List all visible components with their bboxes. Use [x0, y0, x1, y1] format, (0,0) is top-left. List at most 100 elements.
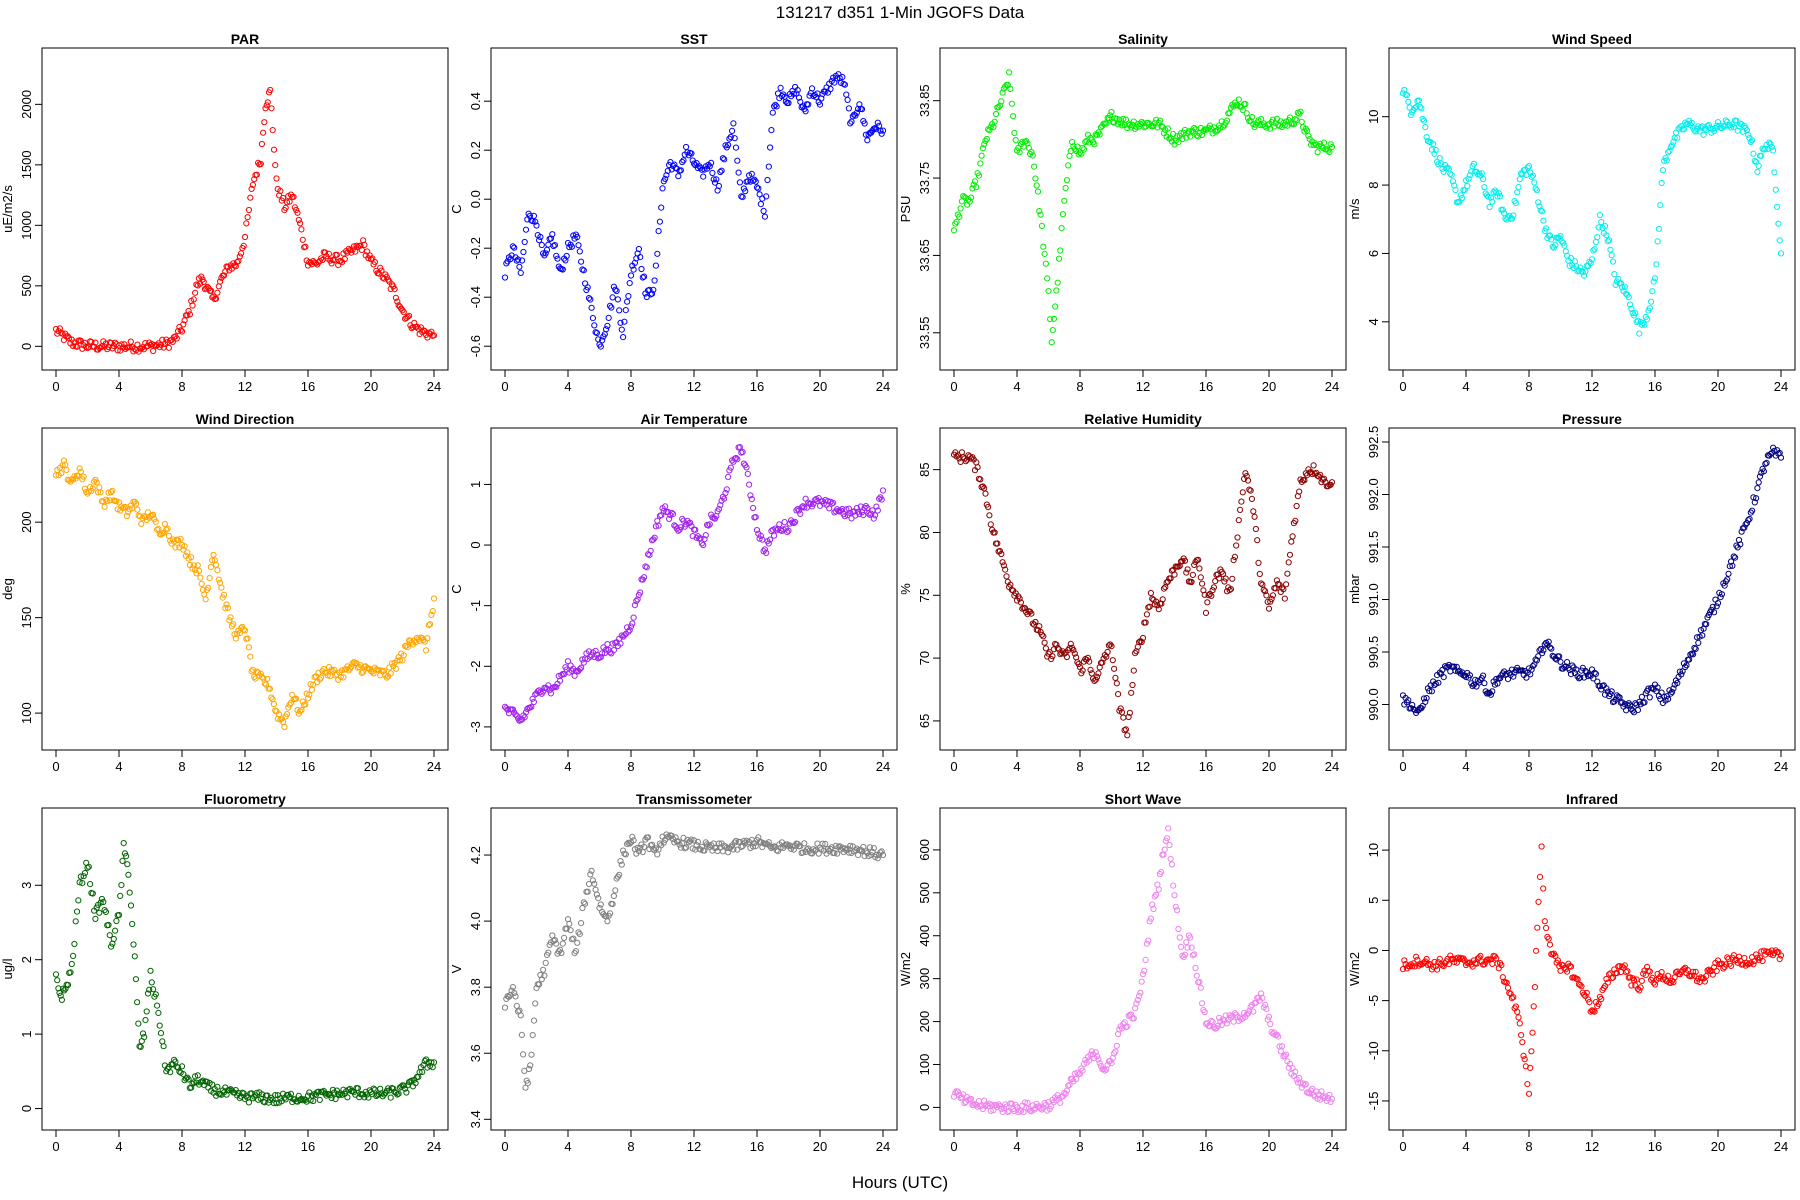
panel-air-temperature-point [878, 496, 885, 503]
panel-fluorometry-point [182, 1075, 189, 1082]
panel-wind-speed-point [1628, 305, 1635, 312]
panel-wind-direction-point [164, 525, 171, 532]
panel-transmissometer-point [617, 858, 624, 865]
panel-sst-point [690, 160, 698, 167]
panel-sst-point [599, 337, 606, 344]
panel-pressure-point [1751, 499, 1758, 506]
panel-infrared-point [1434, 966, 1441, 973]
panel-relative-humidity-point [1113, 680, 1120, 687]
panel-pressure-point [1745, 517, 1752, 524]
panel-fluorometry-point [96, 909, 103, 916]
panel-sst-point [620, 334, 627, 341]
panel-wind-speed-point [1535, 199, 1542, 206]
panel-salinity-point [1293, 117, 1300, 124]
panel-infrared-point [1477, 952, 1484, 960]
panel-wind-direction-frame [41, 427, 449, 751]
panel-pressure-point [1528, 666, 1535, 673]
panel-par-point [290, 193, 297, 200]
panel-sst-point [785, 99, 792, 107]
panel-relative-humidity-point [1129, 681, 1136, 689]
panel-wind-direction-point [163, 526, 170, 533]
panel-par-point [295, 216, 302, 224]
panel-salinity-point [1048, 339, 1055, 346]
panel-infrared-point [1586, 999, 1593, 1006]
panel-relative-humidity-point [1237, 506, 1244, 513]
panel-sst-point [587, 296, 594, 303]
panel-par-point [353, 242, 360, 249]
panel-salinity-points [950, 69, 1336, 346]
panel-sst-x-tick-label: 8 [627, 379, 634, 394]
panel-pressure-point [1603, 685, 1610, 692]
panel-wind-direction-point [198, 580, 205, 588]
panel-pressure-point [1777, 454, 1785, 461]
panel-salinity-point [1063, 177, 1071, 184]
panel-sst-point [721, 156, 728, 163]
panel-salinity-point [1076, 149, 1084, 156]
panel-par-x-tick-label: 4 [115, 379, 122, 394]
panel-wind-speed-point [1632, 310, 1639, 317]
panel-wind-direction-point [58, 470, 65, 477]
panel-sst-point [580, 267, 587, 274]
panel-air-temperature-point [683, 521, 690, 528]
panel-wind-speed-point [1646, 305, 1653, 312]
panel-par-point [243, 220, 250, 227]
panel-relative-humidity-point [994, 540, 1001, 547]
panel-transmissometer-point [563, 925, 570, 932]
panel-wind-speed-point [1621, 283, 1628, 290]
panel-short-wave-point [1139, 971, 1147, 978]
panel-short-wave-point [1095, 1056, 1102, 1063]
panel-salinity-point [1175, 139, 1182, 146]
panel-fluorometry-point [112, 927, 119, 934]
panel-relative-humidity-point [1317, 471, 1324, 478]
panel-short-wave-point [961, 1099, 968, 1107]
panel-fluorometry-point [188, 1084, 195, 1091]
panel-fluorometry-point [126, 889, 133, 896]
panel-par-point [58, 329, 65, 336]
panel-sst-point [585, 295, 593, 302]
panel-short-wave-point [1281, 1052, 1288, 1060]
panel-relative-humidity-point [1221, 578, 1228, 585]
panel-relative-humidity-point [1234, 534, 1241, 541]
panel-short-wave-y-tick-label: 200 [917, 1011, 932, 1033]
panel-relative-humidity-point [1146, 603, 1153, 610]
panel-wind-direction-point [224, 604, 231, 611]
panel-pressure-point [1592, 670, 1600, 678]
panel-sst-point [709, 169, 716, 177]
panel-relative-humidity-point [1003, 573, 1010, 580]
panel-short-wave-point [1193, 972, 1200, 979]
panel-wind-direction-point [307, 681, 314, 688]
panel-fluorometry-x-tick-label: 8 [178, 1139, 185, 1154]
panel-sst-point [538, 241, 545, 249]
panel-air-temperature-point [629, 620, 636, 627]
panel-air-temperature-point [702, 532, 709, 539]
panel-pressure-point [1665, 696, 1672, 703]
panel-sst-point [516, 263, 523, 270]
panel-transmissometer-point [660, 839, 667, 846]
panel-relative-humidity-point [1095, 670, 1102, 677]
panel-wind-speed-point [1536, 203, 1543, 210]
panel-relative-humidity-point [1184, 566, 1191, 573]
panel-short-wave-x-tick-label: 16 [1199, 1139, 1213, 1154]
panel-wind-direction-point [197, 574, 204, 581]
panel-sst-point [617, 319, 624, 326]
panel-wind-direction-x-tick-label: 12 [238, 759, 252, 774]
panel-infrared-title: Infrared [1566, 791, 1618, 807]
panel-par-point [92, 339, 99, 346]
panel-short-wave-title: Short Wave [1105, 791, 1182, 807]
panel-wind-speed-point [1733, 117, 1740, 124]
panel-infrared-y-tick-label: 5 [1366, 897, 1381, 904]
panel-par-point [126, 344, 133, 351]
panel-transmissometer-x-tick-label: 16 [750, 1139, 764, 1154]
panel-wind-speed-point [1590, 247, 1597, 254]
panel-salinity-y-tick-label: 33.85 [917, 84, 932, 117]
panel-relative-humidity-point [1289, 533, 1296, 540]
panel-wind-speed-point [1588, 256, 1596, 263]
panel-infrared-point [1489, 960, 1496, 968]
panel-salinity-x-axis: 0 4 8 12 16 20 24 [950, 370, 1339, 394]
panel-relative-humidity-point [1296, 488, 1303, 495]
panel-sst-point [528, 217, 535, 224]
panel-wind-direction-point [318, 674, 325, 681]
panel-salinity-point [1187, 133, 1194, 140]
panel-pressure-x-tick-label: 8 [1525, 759, 1532, 774]
panel-relative-humidity-point [1310, 462, 1317, 469]
